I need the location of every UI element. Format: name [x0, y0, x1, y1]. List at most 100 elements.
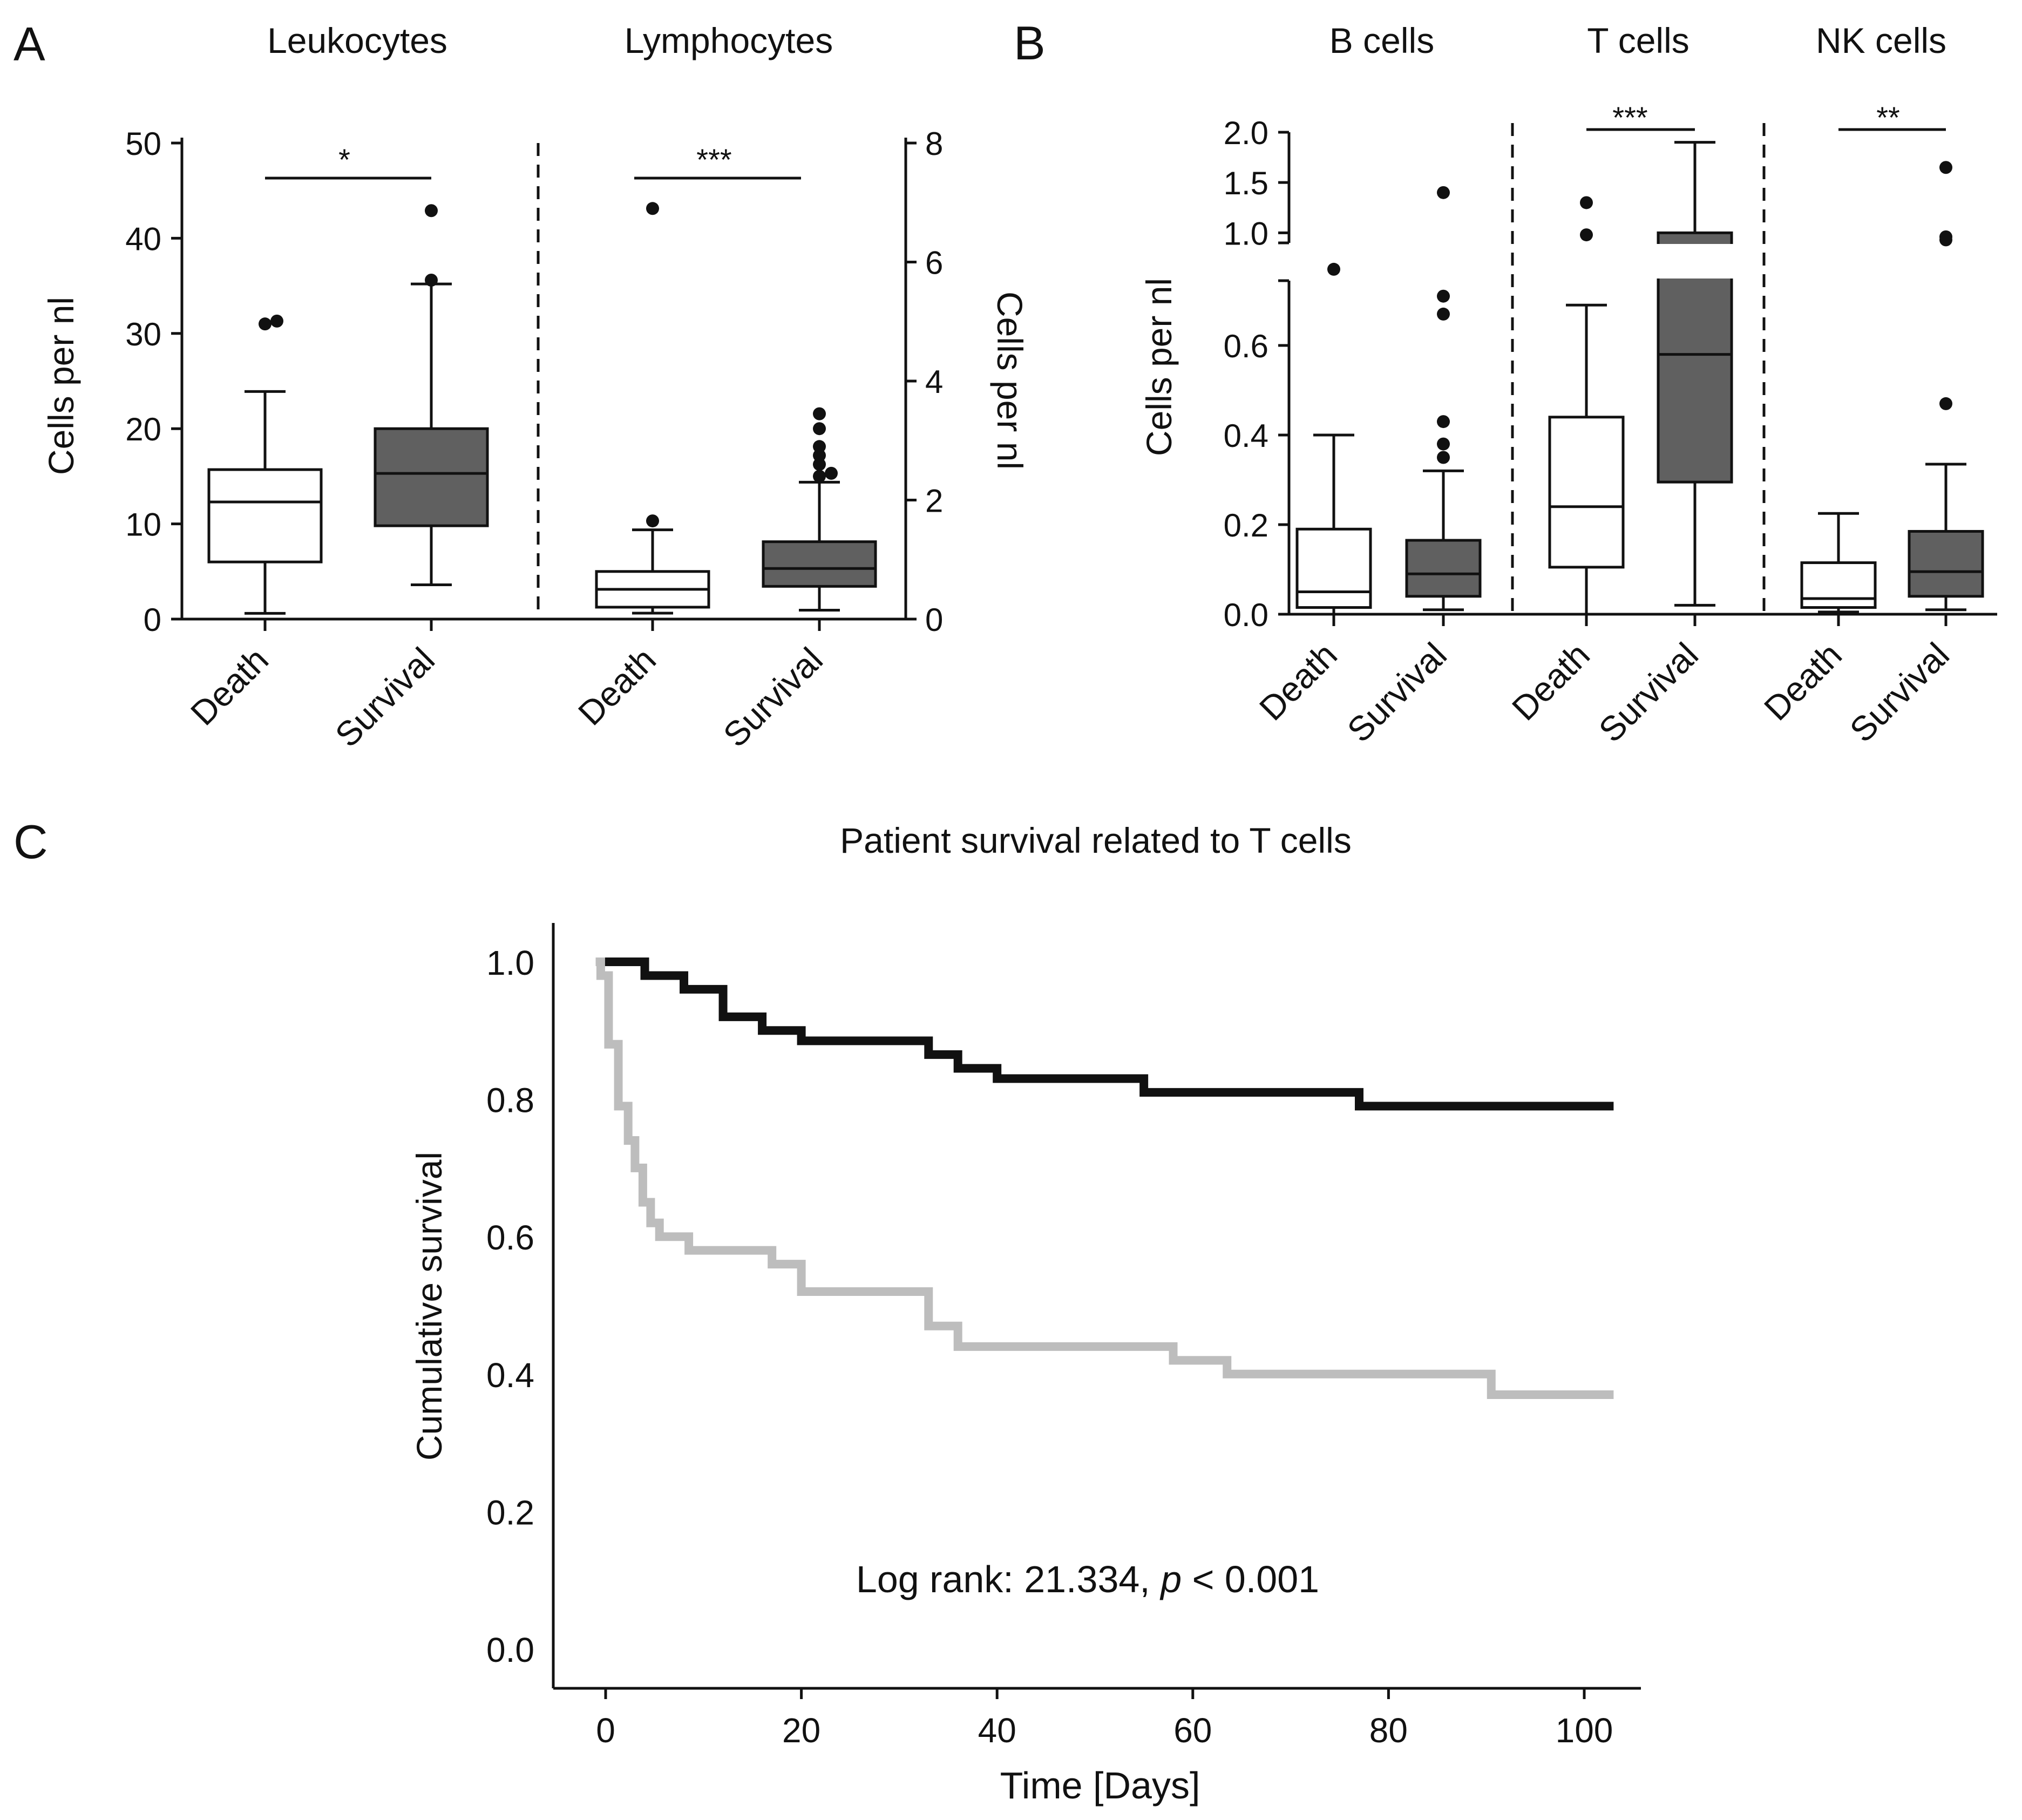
km-y-tick-label: 0.4 — [486, 1356, 534, 1395]
km-curves — [595, 957, 1614, 1399]
lymphocytes-death-outlier — [646, 202, 659, 215]
panel-label-c: C — [13, 815, 48, 868]
lymphocytes-death-outlier — [646, 514, 659, 528]
panel-a-xlabel-survival: Survival — [328, 640, 442, 755]
leukocytes-survival-outlier — [425, 204, 438, 218]
panel-b-xlabel-death: Death — [1252, 635, 1345, 728]
b-cells-survival-box — [1405, 539, 1482, 598]
km-x-tick-label: 40 — [978, 1711, 1016, 1750]
b-cells-survival-outlier — [1437, 289, 1450, 303]
b-cells-death-outlier — [1327, 262, 1340, 276]
km-x-tick-label: 0 — [596, 1711, 615, 1750]
panel-b-tick-label: 0.4 — [1224, 418, 1268, 454]
km-curve-t-cells-low — [595, 957, 1614, 1399]
panel-b-tick-label: 0.0 — [1224, 597, 1268, 633]
b-cells-survival-outlier — [1437, 451, 1450, 464]
leukocytes-tick-label: 10 — [125, 507, 161, 543]
nk-cells-survival-outlier — [1939, 397, 1952, 410]
t-cells-death-box — [1548, 416, 1625, 569]
km-y-tick-label: 0.2 — [486, 1493, 534, 1532]
panel-b-xlabel-survival: Survival — [1340, 635, 1454, 750]
lymphocytes-survival-outlier — [813, 407, 826, 420]
panel-b-axes — [1278, 123, 1997, 626]
t-cells-death-outlier — [1580, 228, 1593, 242]
b-cells-survival-outlier — [1437, 307, 1450, 321]
km-x-tick-label: 20 — [782, 1711, 820, 1750]
panel-a: A Leukocytes Lymphocytes Cells per nl Ce… — [13, 17, 1030, 755]
panel-b-tick-label: 1.0 — [1224, 215, 1268, 252]
lymphocytes-survival-box — [762, 540, 877, 588]
km-title: Patient survival related to T cells — [840, 820, 1352, 860]
km-y-tick-label: 0.6 — [486, 1218, 534, 1257]
t-cells-death-outlier — [1580, 196, 1593, 209]
km-xlabel: Time [Days] — [1000, 1764, 1200, 1807]
km-axes — [552, 923, 1641, 1690]
panel-b: B B cells T cells NK cells Cells per nl … — [1014, 16, 1997, 750]
panel-b-xlabel-death: Death — [1756, 635, 1849, 728]
panel-b-tick-label: 1.5 — [1224, 165, 1268, 201]
leukocytes-tick-label: 40 — [125, 221, 161, 257]
t-cells-title: T cells — [1587, 21, 1689, 60]
km-x-tick-label: 80 — [1369, 1711, 1408, 1750]
b-cells-death-box — [1295, 527, 1372, 609]
leukocytes-survival-outlier — [425, 274, 438, 287]
km-curve-t-cells-high — [595, 957, 1614, 1111]
b-cells-title: B cells — [1329, 21, 1434, 60]
b-cells-survival-outlier — [1437, 415, 1450, 429]
lymphocytes-tick-label: 2 — [925, 483, 943, 519]
km-y-tick-label: 1.0 — [486, 943, 534, 982]
panel-label-b: B — [1014, 16, 1046, 70]
panel-b-xlabel-survival: Survival — [1842, 635, 1957, 750]
nk-cells-survival-outlier — [1939, 230, 1952, 243]
lymphocytes-tick-label: 8 — [925, 126, 943, 162]
t-cells-significance: *** — [1612, 100, 1647, 134]
nk-cells-significance: ** — [1876, 100, 1900, 134]
log-rank-annotation: Log rank: 21.334, p < 0.001 — [856, 1558, 1319, 1600]
leukocytes-tick-label: 30 — [125, 316, 161, 352]
log-rank-prefix: Log rank: 21.334, — [856, 1558, 1161, 1600]
panel-b-tick-label: 0.2 — [1224, 507, 1268, 544]
leukocytes-title: Leukocytes — [267, 21, 447, 60]
panel-a-boxes — [207, 176, 877, 615]
panel-b-xlabel-death: Death — [1504, 635, 1597, 728]
lymphocytes-tick-label: 6 — [925, 245, 943, 281]
log-rank-p: p — [1159, 1558, 1182, 1600]
lymphocytes-survival-outlier — [825, 466, 838, 480]
nk-cells-title: NK cells — [1816, 21, 1946, 60]
panel-b-xlabel-survival: Survival — [1591, 635, 1706, 750]
panel-label-a: A — [13, 17, 45, 71]
log-rank-suffix: < 0.001 — [1182, 1558, 1319, 1600]
panel-c: C Patient survival related to T cells Cu… — [13, 815, 1641, 1807]
panel-b-ylabel: Cells per nl — [1139, 278, 1179, 456]
lymphocytes-survival-outlier — [813, 449, 826, 462]
panel-a-xlabel-death: Death — [571, 640, 663, 733]
km-ylabel: Cumulative survival — [409, 1152, 449, 1461]
panel-a-ticks: 0 10 20 30 40 50 0 2 4 6 8 — [125, 126, 943, 638]
b-cells-survival-outlier — [1437, 437, 1450, 451]
lymphocytes-survival-outlier — [813, 440, 826, 453]
lymphocytes-survival-outlier — [813, 458, 826, 471]
panel-b-ticks: 0.0 0.2 0.4 0.6 1.0 1.5 2.0 — [1224, 115, 1289, 633]
km-x-tick-label: 100 — [1556, 1711, 1613, 1750]
leukocytes-tick-label: 20 — [125, 411, 161, 447]
lymphocytes-significance: *** — [696, 142, 731, 176]
panel-b-tick-label: 2.0 — [1224, 115, 1268, 151]
nk-cells-survival-outlier — [1939, 161, 1952, 174]
leukocytes-death-box — [207, 468, 323, 563]
km-ticks: 0.0 0.2 0.4 0.6 0.8 1.0 0 20 40 60 80 100 — [486, 943, 1613, 1750]
leukocytes-significance: * — [338, 142, 350, 176]
leukocytes-survival-box — [374, 427, 489, 527]
t-cells-survival-break-gap — [1652, 244, 1738, 279]
panel-a-xlabel-survival: Survival — [716, 640, 830, 755]
leukocytes-tick-label: 0 — [144, 602, 161, 638]
lymphocytes-tick-label: 0 — [925, 602, 943, 638]
lymphocytes-survival-outlier — [813, 470, 826, 483]
km-y-tick-label: 0.0 — [486, 1631, 534, 1669]
leukocytes-tick-label: 50 — [125, 126, 161, 162]
panel-a-left-ylabel: Cells per nl — [41, 297, 81, 475]
b-cells-survival-outlier — [1437, 186, 1450, 199]
lymphocytes-tick-label: 4 — [925, 364, 943, 400]
nk-cells-death-box — [1800, 561, 1877, 609]
km-x-tick-label: 60 — [1173, 1711, 1212, 1750]
